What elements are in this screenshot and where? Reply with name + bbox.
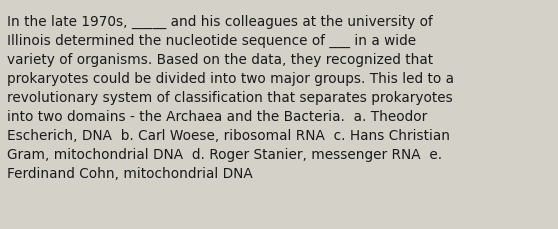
Text: In the late 1970s, _____ and his colleagues at the university of
Illinois determ: In the late 1970s, _____ and his colleag… xyxy=(7,15,454,180)
